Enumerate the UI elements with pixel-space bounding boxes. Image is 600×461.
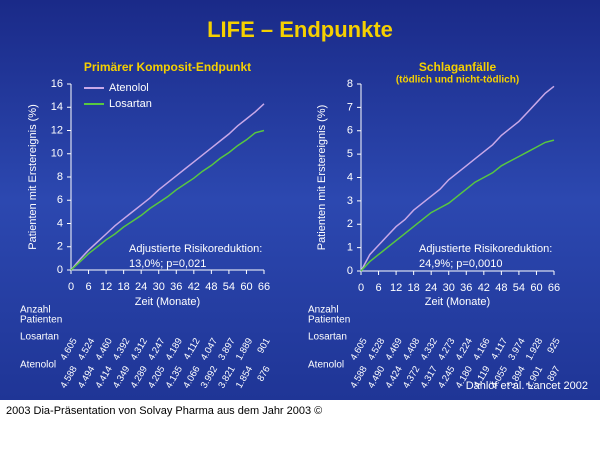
- x-tick-label: 48: [495, 282, 507, 294]
- y-tick-label: 0: [347, 265, 353, 277]
- series-line: [70, 129, 265, 271]
- annotation: Adjustierte Risikoreduktion:: [129, 243, 262, 255]
- x-tick-label: 54: [223, 281, 235, 293]
- y-tick-label: 10: [51, 148, 63, 160]
- x-tick-label: 30: [153, 281, 165, 293]
- series-line: [70, 103, 265, 271]
- at-risk-row-label: Losartan: [308, 332, 347, 343]
- x-tick-label: 0: [358, 282, 364, 294]
- y-tick-label: 8: [57, 171, 63, 183]
- x-tick-label: 24: [135, 281, 147, 293]
- chart-title: Primärer Komposit-Endpunkt: [84, 60, 251, 74]
- footer: 2003 Dia-Präsentation von Solvay Pharma …: [6, 405, 322, 417]
- x-tick-label: 54: [513, 282, 525, 294]
- at-risk-title: Patienten: [20, 315, 62, 326]
- x-tick-label: 30: [443, 282, 455, 294]
- annotation: 24,9%; p=0,0010: [419, 258, 503, 270]
- x-axis-label: Zeit (Monate): [135, 296, 200, 308]
- y-tick-label: 1: [347, 242, 353, 254]
- source: Dahlöf et al. Lancet 2002: [466, 380, 588, 392]
- x-tick-label: 48: [205, 281, 217, 293]
- y-tick-label: 5: [347, 148, 353, 160]
- x-tick-label: 12: [100, 281, 112, 293]
- y-tick-label: 6: [347, 125, 353, 137]
- legend-label: Losartan: [109, 98, 152, 110]
- x-tick-label: 18: [118, 281, 130, 293]
- x-tick-label: 12: [390, 282, 402, 294]
- y-tick-label: 4: [347, 171, 353, 183]
- x-tick-label: 0: [68, 281, 74, 293]
- y-tick-label: 4: [57, 217, 63, 229]
- at-risk-title: Anzahl: [308, 305, 339, 316]
- x-tick-label: 66: [548, 282, 560, 294]
- x-tick-label: 18: [408, 282, 420, 294]
- y-tick-label: 14: [51, 101, 63, 113]
- y-tick-label: 7: [347, 101, 353, 113]
- x-tick-label: 24: [425, 282, 437, 294]
- x-tick-label: 60: [530, 282, 542, 294]
- x-tick-label: 36: [170, 281, 182, 293]
- x-tick-label: 60: [240, 281, 252, 293]
- at-risk-row-label: Atenolol: [308, 360, 344, 371]
- y-axis-label: Patienten mit Erstereignis (%): [316, 105, 328, 251]
- x-tick-label: 6: [85, 281, 91, 293]
- at-risk-title: Anzahl: [20, 305, 51, 316]
- y-tick-label: 6: [57, 194, 63, 206]
- y-tick-label: 16: [51, 78, 63, 90]
- x-axis-label: Zeit (Monate): [425, 296, 490, 308]
- legend-label: Atenolol: [109, 82, 149, 94]
- series-line: [360, 85, 555, 272]
- annotation: Adjustierte Risikoreduktion:: [419, 243, 552, 255]
- x-tick-label: 66: [258, 281, 270, 293]
- y-tick-label: 0: [57, 264, 63, 276]
- chart-subtitle: (tödlich und nicht-tödlich): [396, 75, 519, 86]
- x-tick-label: 6: [375, 282, 381, 294]
- annotation: 13,0%; p=0,021: [129, 258, 206, 270]
- x-tick-label: 36: [460, 282, 472, 294]
- x-tick-label: 42: [478, 282, 490, 294]
- at-risk-row-label: Losartan: [20, 332, 59, 343]
- series-line: [360, 139, 555, 272]
- y-tick-label: 8: [347, 78, 353, 90]
- chart-title: Schlaganfälle: [419, 60, 497, 74]
- y-tick-label: 3: [347, 195, 353, 207]
- slide-title: LIFE – Endpunkte: [207, 17, 393, 42]
- y-axis-label: Patienten mit Erstereignis (%): [27, 104, 39, 250]
- x-tick-label: 42: [188, 281, 200, 293]
- at-risk-title: Patienten: [308, 315, 350, 326]
- y-tick-label: 2: [347, 218, 353, 230]
- at-risk-row-label: Atenolol: [20, 360, 56, 371]
- y-tick-label: 12: [51, 124, 63, 136]
- y-tick-label: 2: [57, 241, 63, 253]
- slide-background: [0, 0, 600, 400]
